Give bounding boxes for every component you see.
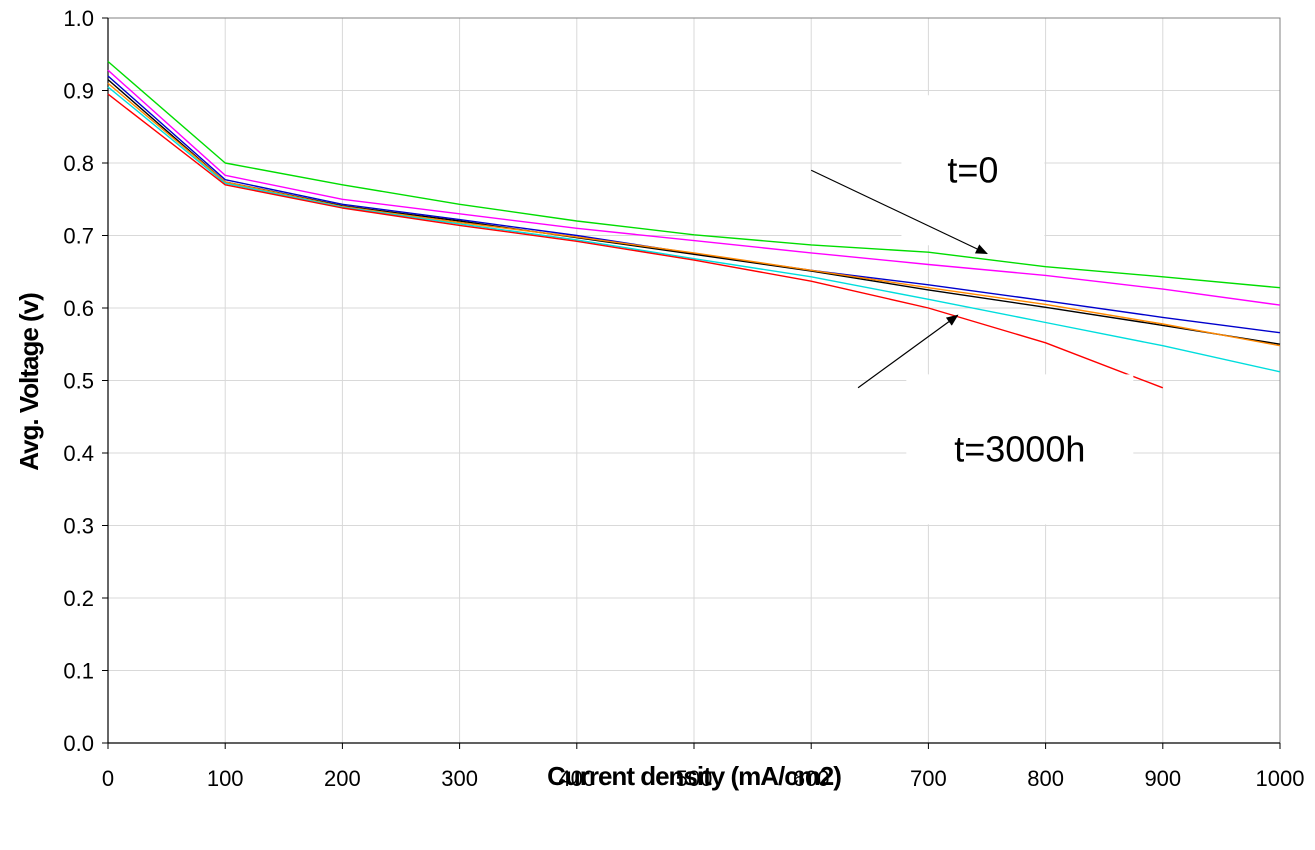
annotation-label: t=3000h (954, 428, 1085, 469)
x-tick-label: 700 (910, 766, 947, 791)
annotations: t=0 t=3000h (810, 95, 1134, 525)
x-axis-title: Current density (mA/cm2) (547, 761, 841, 791)
axes: 0.0 0.1 0.2 0.3 0.4 0.5 0.6 0.7 0.8 0.9 1.0 0 100 200… (63, 6, 1304, 791)
y-tick-label: 0.4 (63, 441, 94, 466)
y-tick-label: 0.9 (63, 79, 94, 104)
y-tick-label: 0.5 (63, 369, 94, 394)
series-line-1 (107, 60, 1281, 289)
annotation-arrow (857, 314, 959, 389)
y-tick-label: 0.1 (63, 659, 94, 684)
series-line-5 (107, 82, 1281, 347)
series-lines (107, 60, 1281, 389)
x-tick-label: 200 (324, 766, 361, 791)
y-tick-label: 1.0 (63, 6, 94, 31)
y-tick-label: 0.7 (63, 224, 94, 249)
annotation-arrow (810, 169, 988, 255)
x-tick-label: 1000 (1256, 766, 1305, 791)
series-line-6 (107, 86, 1281, 373)
y-axis-title: Avg. Voltage (v) (14, 293, 44, 471)
y-tick-label: 0.6 (63, 296, 94, 321)
series-line-2 (107, 69, 1281, 306)
x-tick-label: 600 (793, 766, 830, 791)
y-tick-label: 0.8 (63, 151, 94, 176)
y-tick-label: 0.0 (63, 731, 94, 756)
x-tick-label: 800 (1027, 766, 1064, 791)
x-tick-label: 100 (207, 766, 244, 791)
x-tick-label: 900 (1144, 766, 1181, 791)
y-tick-label: 0.2 (63, 586, 94, 611)
x-tick-label: 0 (102, 766, 114, 791)
annotation-box (906, 374, 1134, 525)
x-tick-label: 400 (558, 766, 595, 791)
series-line-7 (107, 93, 1164, 389)
annotation-box (901, 95, 1045, 246)
x-tick-label: 500 (676, 766, 713, 791)
y-tick-label: 0.3 (63, 514, 94, 539)
annotation-label: t=0 (947, 149, 998, 190)
x-tick-label: 300 (441, 766, 478, 791)
